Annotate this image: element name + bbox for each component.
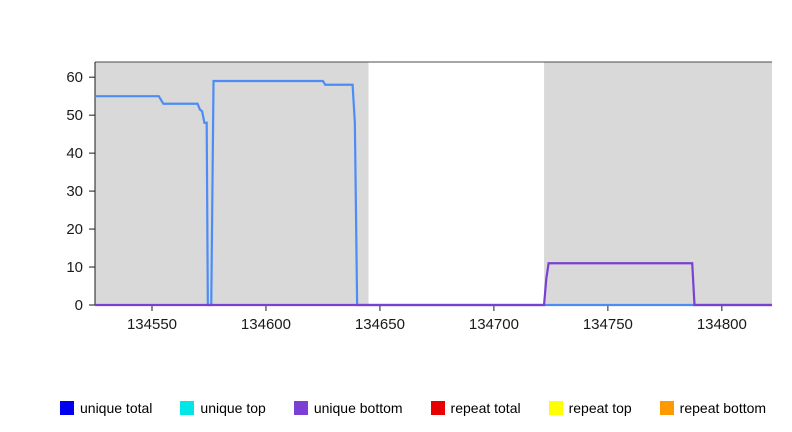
legend-swatch-repeat-total <box>431 401 445 415</box>
x-tick-label: 134750 <box>583 316 633 333</box>
shaded-regions <box>95 62 772 305</box>
y-tick-label: 60 <box>66 69 83 86</box>
legend-item-repeat-bottom: repeat bottom <box>660 400 766 416</box>
legend-label-repeat-top: repeat top <box>569 400 632 416</box>
y-tick-label: 50 <box>66 107 83 124</box>
chart-svg: 0 10 20 30 40 50 60 134550 134600 134650 134700 134… <box>0 0 792 432</box>
legend-item-unique-bottom: unique bottom <box>294 400 403 416</box>
x-tick-label: 134600 <box>241 316 291 333</box>
y-tick-label: 20 <box>66 221 83 238</box>
legend-label-repeat-bottom: repeat bottom <box>680 400 766 416</box>
x-tick-label: 134700 <box>469 316 519 333</box>
coverage-chart: 0 10 20 30 40 50 60 134550 134600 134650 134700 134… <box>0 0 792 432</box>
y-tick-label: 10 <box>66 259 83 276</box>
legend-label-unique-bottom: unique bottom <box>314 400 403 416</box>
y-tick-label: 30 <box>66 183 83 200</box>
legend-label-unique-total: unique total <box>80 400 152 416</box>
y-tick-label: 0 <box>75 297 83 314</box>
x-tick-label: 134650 <box>355 316 405 333</box>
legend-swatch-unique-bottom <box>294 401 308 415</box>
legend: unique total unique top unique bottom repea… <box>60 400 766 416</box>
legend-item-repeat-top: repeat top <box>549 400 632 416</box>
legend-label-unique-top: unique top <box>200 400 265 416</box>
y-tick-label: 40 <box>66 145 83 162</box>
legend-item-unique-total: unique total <box>60 400 152 416</box>
legend-swatch-unique-total <box>60 401 74 415</box>
legend-item-repeat-total: repeat total <box>431 400 521 416</box>
x-tick-label: 134550 <box>127 316 177 333</box>
legend-swatch-repeat-top <box>549 401 563 415</box>
shaded-region <box>369 62 545 305</box>
shaded-region <box>95 62 369 305</box>
legend-swatch-unique-top <box>180 401 194 415</box>
x-tick-label: 134800 <box>697 316 747 333</box>
legend-label-repeat-total: repeat total <box>451 400 521 416</box>
shaded-region <box>544 62 772 305</box>
legend-swatch-repeat-bottom <box>660 401 674 415</box>
legend-item-unique-top: unique top <box>180 400 265 416</box>
